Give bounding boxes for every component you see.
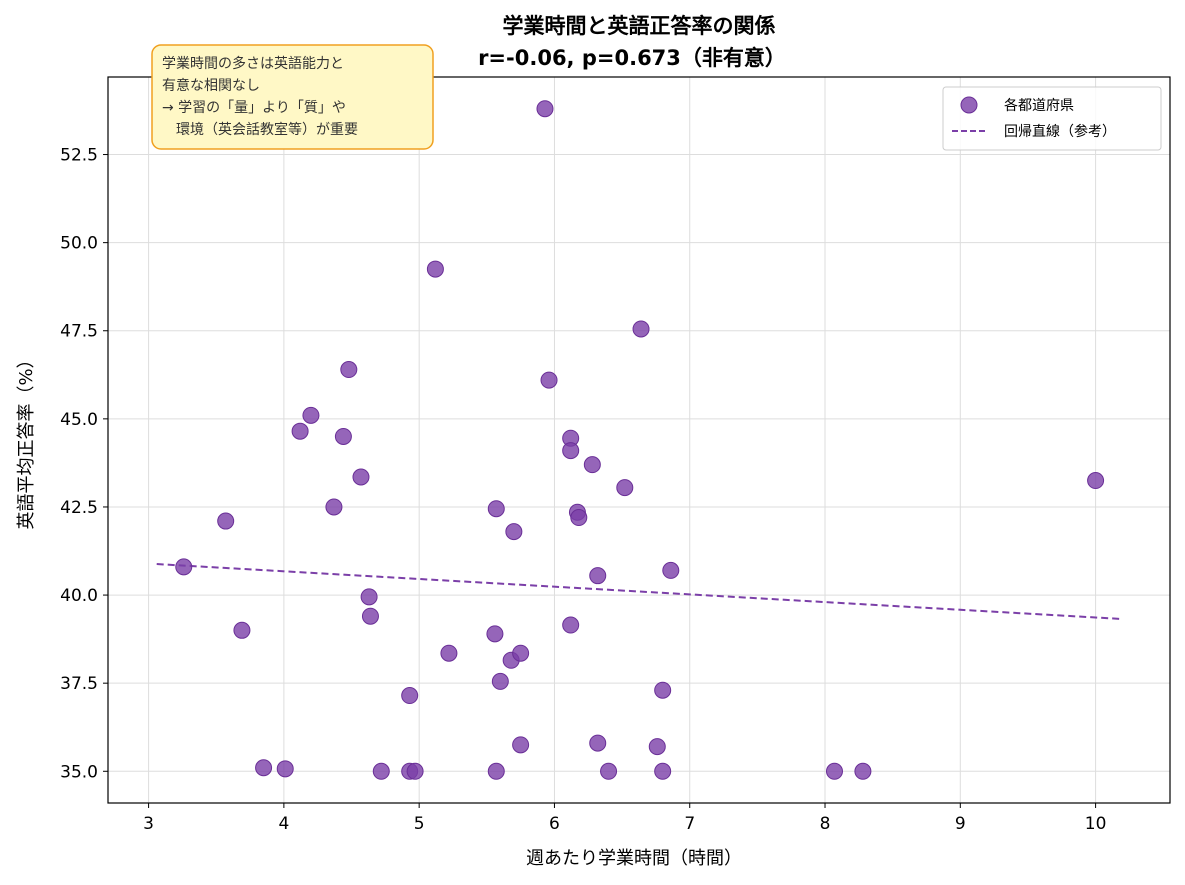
scatter-point [406,762,424,780]
scatter-point [562,616,580,634]
scatter-point [648,738,666,756]
scatter-point [562,442,580,460]
scatter-point [654,681,672,699]
y-tick-label: 35.0 [60,762,98,782]
scatter-point [291,422,309,440]
scatter-point [536,100,554,118]
y-tick-label: 42.5 [60,498,98,518]
scatter-point [440,644,458,662]
regression-line [156,563,1123,621]
scatter-point [632,320,650,338]
scatter-point [372,762,390,780]
scatter-point [662,561,680,579]
annotation-line: 有意な相関なし [162,77,260,94]
legend-marker-scatter [960,96,978,114]
scatter-point [401,687,419,705]
scatter-point [175,558,193,576]
x-tick-label: 8 [820,814,831,834]
x-tick-label: 3 [143,814,154,834]
scatter-point [217,512,235,530]
scatter-point [426,260,444,278]
x-ticks: 3 4 5 6 7 8 9 10 [143,803,1106,834]
scatter-point [352,468,370,486]
x-axis-label: 週あたり学業時間（時間） [526,848,742,869]
scatter-point [512,736,530,754]
scatter-point [505,523,523,541]
y-tick-label: 40.0 [60,586,98,606]
scatter-point [1087,472,1105,490]
scatter-point [360,588,378,606]
x-tick-label: 7 [684,814,695,834]
scatter-point [616,479,634,497]
scatter-point [854,762,872,780]
scatter-point [512,644,530,662]
annotation-line: 学業時間の多さは英語能力と [162,55,344,72]
scatter-point [589,734,607,752]
x-tick-label: 10 [1085,814,1107,834]
y-tick-label: 50.0 [60,234,98,254]
scatter-point [600,762,618,780]
annotation-line: 環境（英会話教室等）が重要 [162,121,358,138]
scatter-point [491,672,509,690]
scatter-point [255,759,273,777]
scatter-point [570,509,588,527]
y-ticks: 35.0 37.5 40.0 42.5 45.0 47.5 50.0 52.5 [60,146,108,782]
scatter-point [302,406,320,424]
scatter-point [334,427,352,445]
x-tick-label: 5 [414,814,425,834]
scatter-point [540,371,558,389]
x-tick-label: 9 [955,814,966,834]
plot-frame [107,76,1171,804]
scatter-point [233,621,251,639]
annotation-line: → 学習の「量」より「質」や [162,100,346,116]
legend-label-line: 回帰直線（参考） [1004,123,1116,140]
scatter-point [325,498,343,516]
scatter-point [487,500,505,518]
scatter-point [583,456,601,474]
y-tick-label: 45.0 [60,410,98,430]
y-tick-label: 47.5 [60,322,98,342]
scatter-point [276,760,294,778]
legend-frame [942,86,1162,151]
legend: 各都道府県 回帰直線（参考） [942,86,1162,151]
y-tick-label: 37.5 [60,674,98,694]
chart-subtitle: r=-0.06, p=0.673（非有意） [478,46,786,70]
scatter-point [361,607,379,625]
scatter-point [654,762,672,780]
scatter-point [825,762,843,780]
x-tick-label: 4 [278,814,289,834]
scatter-point [589,567,607,585]
regression-layer [156,563,1123,621]
x-tick-label: 6 [549,814,560,834]
chart-title: 学業時間と英語正答率の関係 [503,14,776,38]
points-layer [175,100,1105,780]
annotation-box: 学業時間の多さは英語能力と 有意な相関なし → 学習の「量」より「質」や 環境（… [151,44,434,150]
scatter-point [487,762,505,780]
scatter-point [340,361,358,379]
y-axis-label: 英語平均正答率（%） [16,350,37,529]
annotation-background [151,44,434,150]
legend-label-scatter: 各都道府県 [1004,98,1074,114]
scatter-point [486,625,504,643]
y-tick-label: 52.5 [60,146,98,166]
